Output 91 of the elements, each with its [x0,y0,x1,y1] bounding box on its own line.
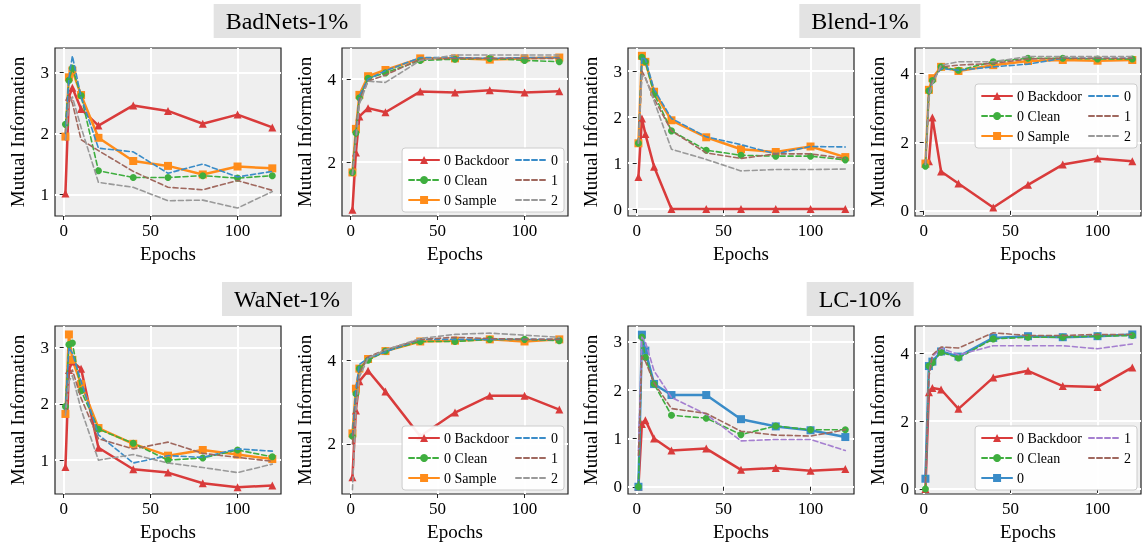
x-tick-label: 50 [1002,499,1020,518]
x-tick-label: 100 [1084,221,1111,240]
legend-label: 0 [551,152,558,168]
legend-label: 1 [551,172,558,188]
x-tick-label: 50 [142,221,160,240]
legend-label: 1 [1124,430,1131,446]
legend-label: 0 Sample [1017,128,1070,144]
x-tick-label: 100 [797,499,824,518]
x-tick-label: 100 [224,499,251,518]
legend-label: 1 [1124,108,1131,124]
y-tick-label: 0 [613,477,622,497]
x-tick-label: 0 [919,221,928,240]
legend-label: 0 [1124,88,1131,104]
x-axis-title: Epochs [713,242,769,264]
y-tick-label: 4 [900,343,910,363]
x-tick-label: 100 [1084,499,1111,518]
y-tick-label: 2 [900,132,909,152]
chart-title: BadNets-1% [213,4,361,38]
legend-label: 0 Backdoor [444,430,510,446]
legend-label: 2 [551,192,558,208]
y-tick-label: 0 [613,199,622,219]
x-tick-label: 100 [511,499,538,518]
y-tick-label: 4 [327,350,337,370]
x-tick-label: 100 [511,221,538,240]
y-axis-title: Mutual Information [580,56,601,208]
legend-label: 0 Clean [1017,450,1061,466]
x-tick-label: 50 [715,221,733,240]
x-tick-label: 50 [715,499,733,518]
y-tick-label: 2 [327,152,336,172]
y-axis-title: Mutual Information [867,334,888,486]
y-tick-label: 1 [40,450,49,470]
x-tick-label: 50 [1002,221,1020,240]
y-tick-label: 2 [40,124,49,144]
legend-label: 0 Clean [444,450,488,466]
y-tick-label: 3 [613,332,622,352]
legend-label: 2 [551,470,558,486]
y-axis-title: Mutual Information [7,334,28,486]
legend-label: 0 Clean [1017,108,1061,124]
y-axis-title: Mutual Information [867,56,888,208]
legend-label: 1 [551,450,558,466]
x-tick-label: 0 [632,499,641,518]
legend-label: 0 Backdoor [1017,88,1083,104]
x-tick-label: 50 [142,499,160,518]
x-tick-label: 100 [224,221,251,240]
x-axis-title: Epochs [427,242,483,264]
y-axis-title: Mutual Information [294,334,315,486]
y-tick-label: 2 [613,107,622,127]
legend-label: 2 [1124,450,1131,466]
x-tick-label: 0 [346,221,355,240]
legend-label: 2 [1124,128,1131,144]
y-tick-label: 3 [40,337,49,357]
y-tick-label: 2 [327,434,336,454]
x-axis-title: Epochs [140,520,196,542]
x-axis-title: Epochs [1000,242,1056,264]
y-tick-label: 2 [613,380,622,400]
x-tick-label: 0 [59,221,68,240]
legend-label: 0 [1017,470,1025,486]
y-tick-label: 3 [40,62,49,82]
legend-label: 0 Backdoor [1017,430,1083,446]
legend-label: 0 Clean [444,172,488,188]
x-tick-label: 0 [59,499,68,518]
x-tick-label: 50 [429,221,447,240]
x-tick-label: 0 [632,221,641,240]
y-tick-label: 2 [900,411,909,431]
chart-title: Blend-1% [799,4,921,38]
y-tick-label: 1 [613,428,622,448]
x-axis-title: Epochs [140,242,196,264]
x-axis-title: Epochs [1000,520,1056,542]
y-tick-label: 0 [900,201,909,221]
x-axis-title: Epochs [713,520,769,542]
legend-label: 0 Backdoor [444,152,510,168]
y-tick-label: 4 [327,69,337,89]
y-tick-label: 1 [613,153,622,173]
y-tick-label: 1 [40,185,49,205]
x-tick-label: 100 [797,221,824,240]
chart-title: WaNet-1% [221,282,353,316]
chart-title: LC-10% [806,282,914,316]
legend-label: 0 Sample [444,470,497,486]
legend-label: 0 Sample [444,192,497,208]
y-tick-label: 0 [900,479,909,499]
x-tick-label: 0 [919,499,928,518]
legend-label: 0 [551,430,558,446]
y-tick-label: 2 [40,394,49,414]
y-axis-title: Mutual Information [294,56,315,208]
x-tick-label: 50 [429,499,447,518]
y-tick-label: 4 [900,64,910,84]
x-axis-title: Epochs [427,520,483,542]
x-tick-label: 0 [346,499,355,518]
y-axis-title: Mutual Information [7,56,28,208]
y-tick-label: 3 [613,61,622,81]
y-axis-title: Mutual Information [580,334,601,486]
